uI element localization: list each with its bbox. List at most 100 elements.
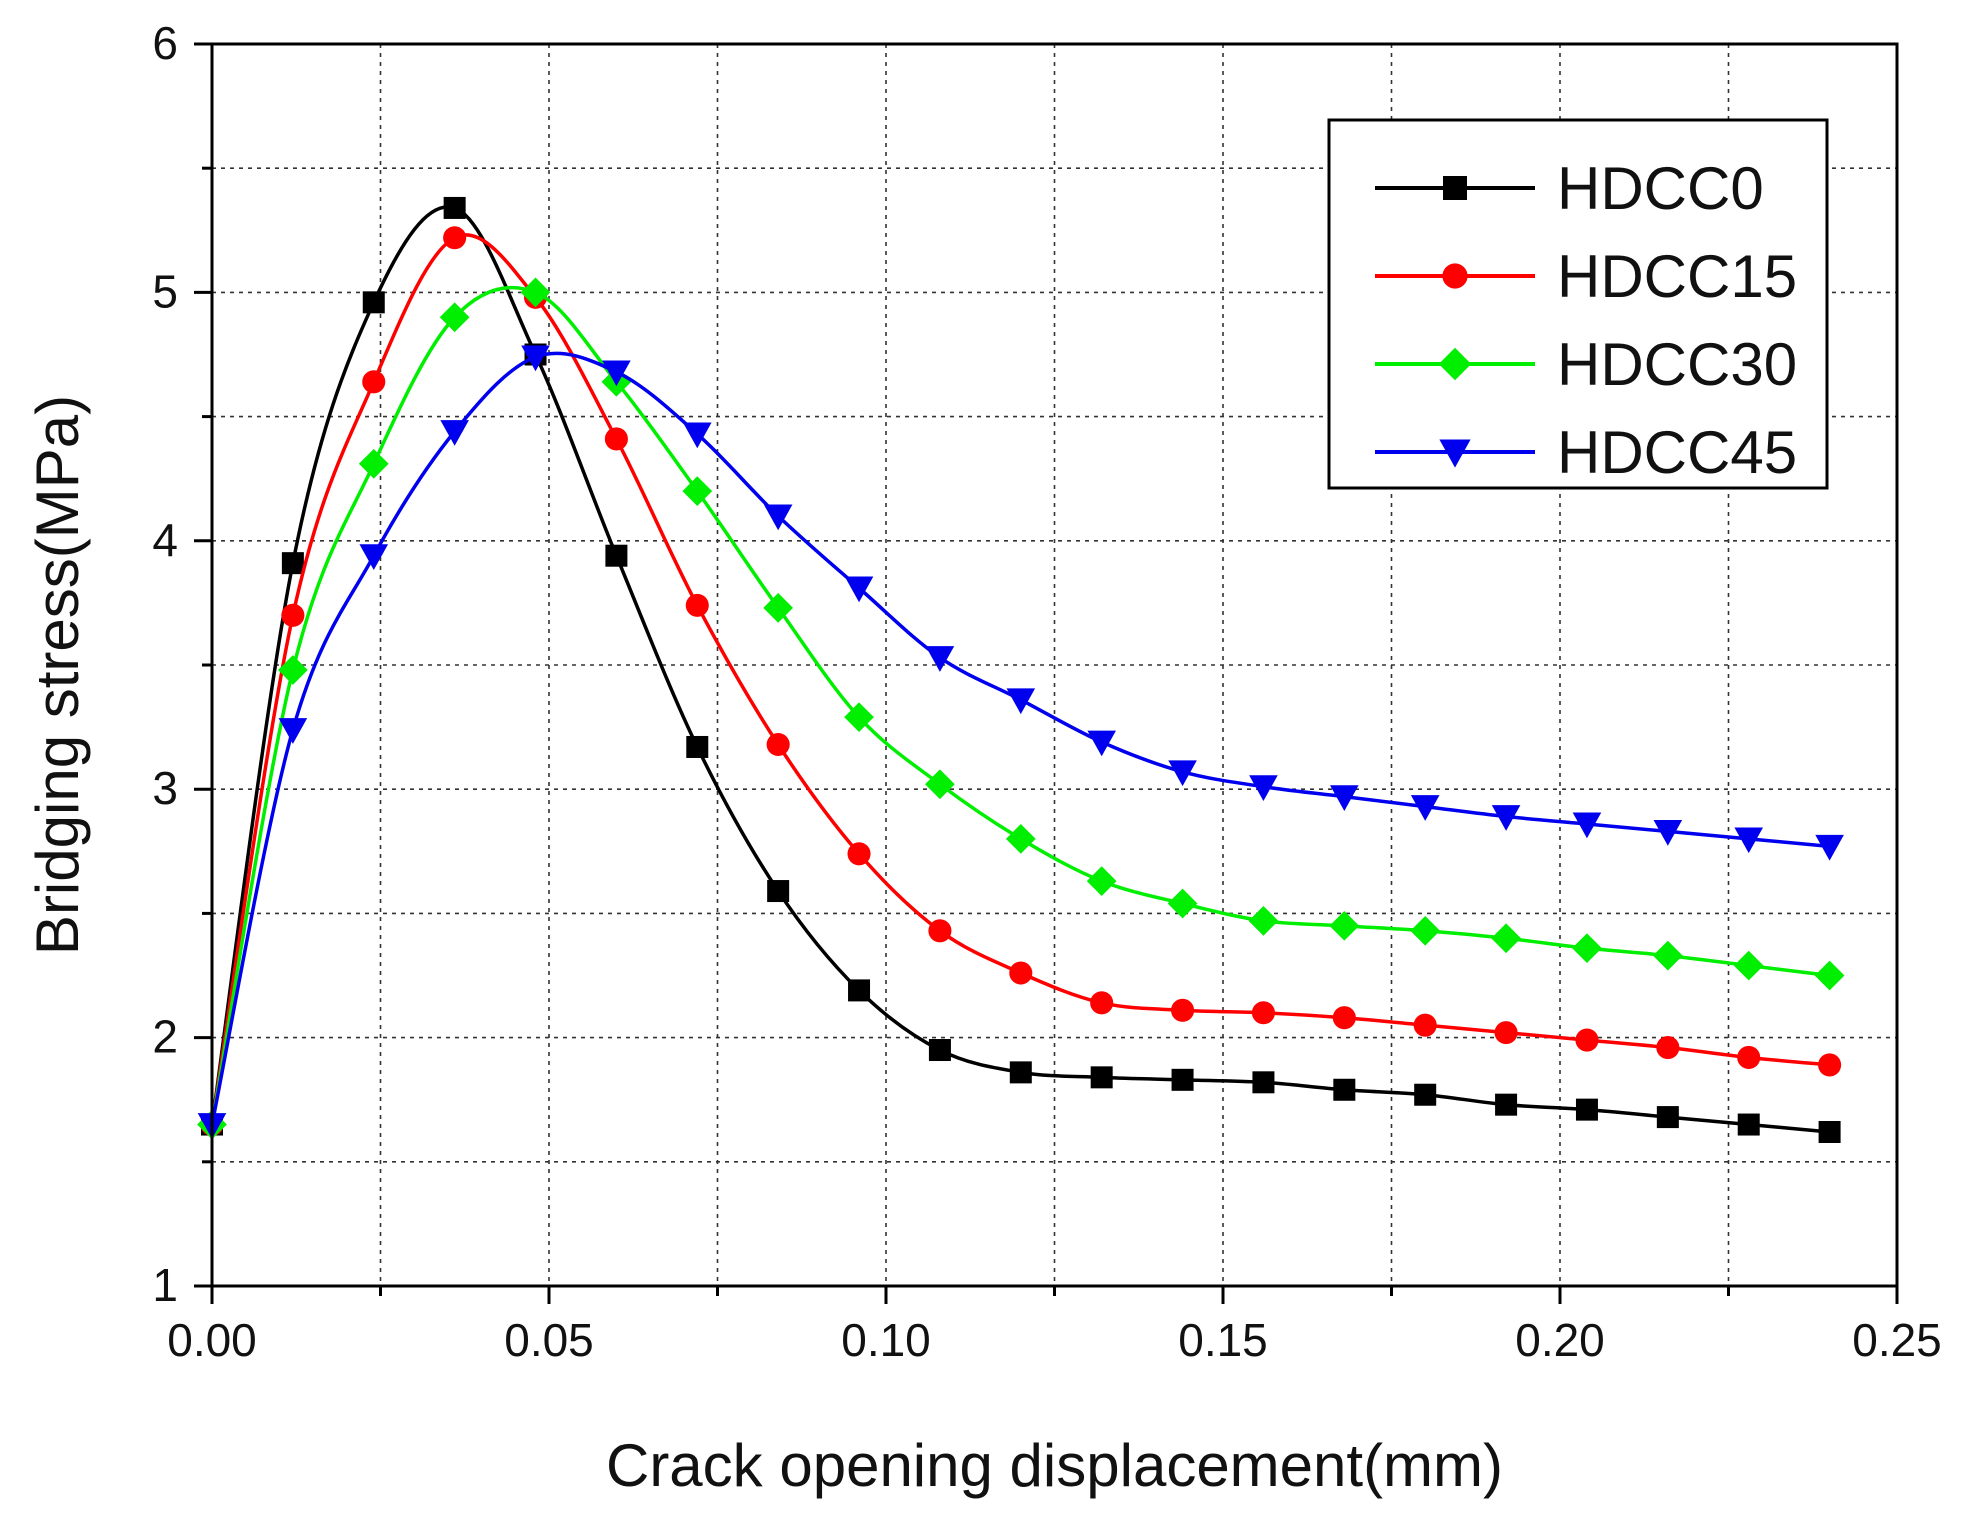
data-point: [1249, 775, 1278, 802]
axis-ticks: [194, 42, 1899, 1304]
data-point: [1332, 1006, 1356, 1030]
data-point: [1656, 1106, 1679, 1129]
data-point: [1171, 998, 1195, 1022]
data-point: [1006, 688, 1036, 715]
legend-label: HDCC45: [1557, 419, 1797, 486]
data-point: [763, 593, 794, 623]
data-point: [928, 919, 952, 943]
data-point: [1410, 795, 1440, 821]
legend-marker: [1439, 439, 1471, 468]
data-point: [1009, 961, 1033, 985]
data-point: [1737, 1113, 1760, 1136]
data-point: [1333, 1078, 1356, 1101]
data-point: [686, 735, 709, 758]
series-HDCC0: [201, 196, 1841, 1143]
data-point: [767, 880, 790, 903]
data-point: [925, 646, 955, 672]
legend: HDCC0 HDCC15 HDCC30 HDCC45: [1327, 118, 1829, 490]
data-point: [1653, 819, 1683, 846]
data-point: [928, 1039, 951, 1062]
x-tick-label: 0.25: [1852, 1314, 1942, 1366]
y-tick-label: 6: [152, 17, 178, 69]
data-point: [1413, 1013, 1437, 1037]
data-point: [1090, 1066, 1113, 1089]
data-point: [1818, 1053, 1842, 1077]
data-point: [766, 732, 790, 757]
x-tick-label: 0.15: [1178, 1314, 1268, 1366]
data-point: [1167, 888, 1198, 919]
data-point: [685, 593, 709, 617]
data-point: [605, 544, 628, 567]
data-point: [521, 345, 550, 372]
x-axis-title: Crack opening displacement(mm): [606, 1432, 1503, 1499]
data-point: [281, 552, 304, 575]
data-point: [520, 277, 551, 308]
x-tick-label: 0.20: [1515, 1314, 1605, 1366]
data-point: [278, 718, 308, 744]
data-point: [1572, 933, 1602, 964]
data-point: [1818, 1120, 1841, 1143]
series-HDCC45: [197, 345, 1844, 1139]
series-group: [197, 196, 1845, 1143]
data-point: [439, 302, 470, 333]
series-line: [210, 285, 1830, 1125]
data-point: [440, 420, 469, 446]
data-point: [763, 504, 793, 531]
data-point: [1248, 906, 1279, 936]
data-point: [1330, 785, 1359, 811]
data-point: [1410, 915, 1441, 946]
x-tick-label: 0.00: [167, 1314, 257, 1366]
y-tick-label: 1: [152, 1259, 178, 1311]
data-point: [1414, 1083, 1437, 1106]
data-point: [1575, 1028, 1599, 1052]
data-point: [362, 291, 385, 314]
y-tick-label: 2: [152, 1011, 178, 1063]
data-point: [1090, 991, 1114, 1015]
data-point: [848, 979, 871, 1002]
data-point: [278, 655, 308, 685]
legend-item: HDCC45: [1375, 419, 1797, 486]
legend-box: [1327, 118, 1829, 490]
data-point: [1491, 923, 1521, 954]
legend-label: HDCC30: [1557, 331, 1797, 398]
data-point: [1252, 1071, 1275, 1094]
data-point: [1171, 1068, 1194, 1091]
axis-tick-labels: 0.00 0.05 0.10 0.15 0.20 0.25 1 2 3 4 5 6: [152, 17, 1941, 1366]
x-tick-label: 0.05: [504, 1314, 594, 1366]
data-point: [359, 544, 389, 571]
data-point: [1656, 1035, 1680, 1060]
data-point: [682, 422, 712, 449]
data-point: [1737, 1045, 1761, 1070]
data-point: [281, 603, 305, 627]
data-point: [1005, 824, 1036, 854]
data-point: [844, 702, 874, 733]
data-point: [1086, 866, 1117, 896]
data-point: [682, 476, 713, 506]
data-point: [1168, 760, 1197, 787]
data-point: [1251, 1001, 1275, 1025]
data-point: [602, 360, 631, 387]
legend-marker: [1443, 176, 1467, 200]
y-tick-label: 5: [152, 265, 178, 317]
data-point: [1495, 1093, 1518, 1116]
data-point: [604, 427, 628, 451]
data-point: [443, 226, 467, 250]
legend-item: HDCC0: [1375, 155, 1764, 222]
legend-label: HDCC15: [1557, 243, 1797, 310]
data-point: [1329, 910, 1360, 941]
data-point: [925, 769, 955, 800]
data-point: [1815, 834, 1844, 861]
data-point: [1652, 940, 1683, 971]
legend-item: HDCC30: [1375, 331, 1797, 398]
y-axis-title: Bridging stress(MPa): [24, 395, 91, 955]
legend-marker: [1438, 347, 1472, 381]
data-point: [1814, 960, 1845, 991]
y-tick-label: 4: [152, 514, 178, 566]
data-point: [1572, 812, 1602, 839]
series-HDCC15: [200, 226, 1842, 1137]
data-point: [1087, 730, 1116, 757]
data-point: [844, 576, 874, 603]
legend-marker: [1442, 263, 1468, 289]
